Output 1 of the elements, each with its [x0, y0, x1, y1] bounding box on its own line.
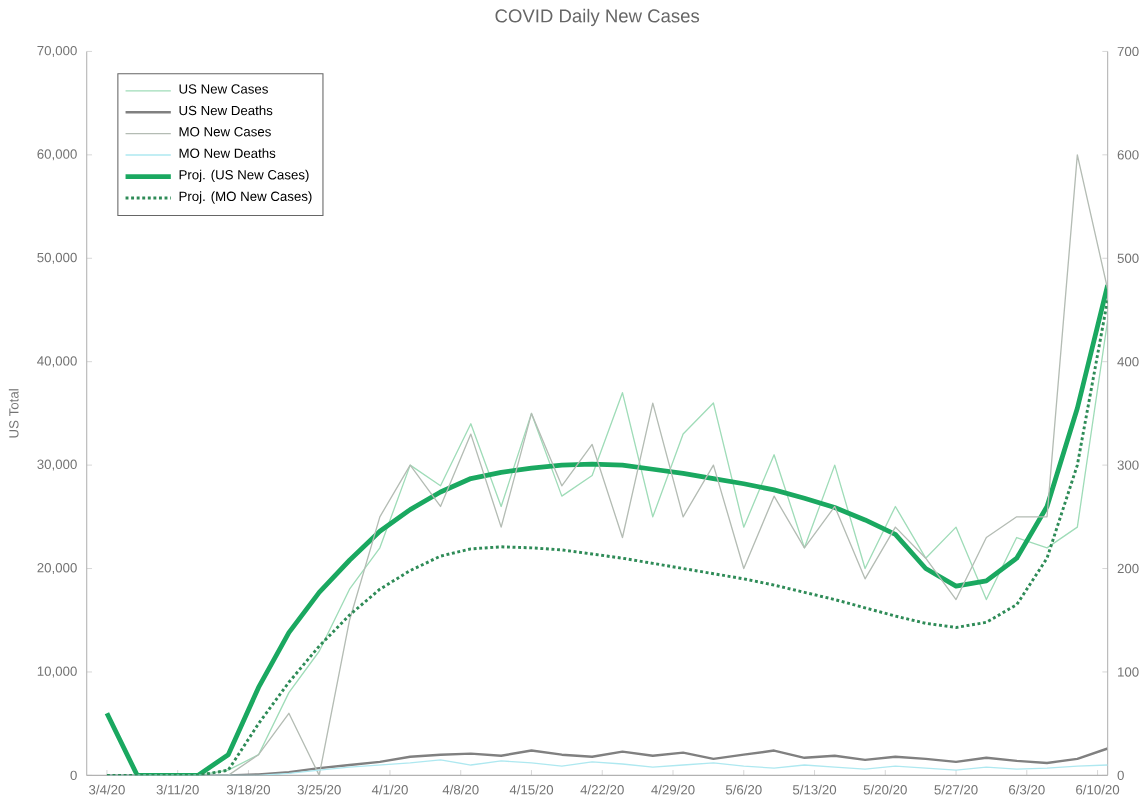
- chart-title: COVID Daily New Cases: [495, 9, 700, 27]
